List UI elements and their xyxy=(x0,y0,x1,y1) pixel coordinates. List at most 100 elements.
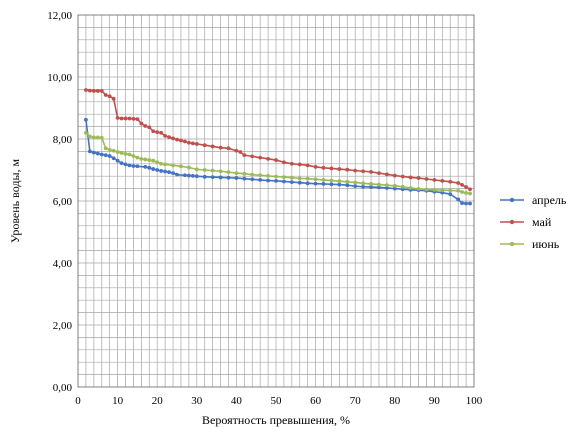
data-point xyxy=(135,117,140,122)
data-point xyxy=(99,135,104,140)
axes: 0 10 20 30 40 50 60 70 80 90 100 0,00 2,00 4,00 6,00 8,… xyxy=(47,10,483,407)
data-point xyxy=(361,181,366,186)
data-point xyxy=(238,150,243,154)
data-point xyxy=(297,162,302,167)
data-point xyxy=(147,165,152,170)
data-point xyxy=(111,148,116,153)
data-point xyxy=(111,96,116,101)
data-point xyxy=(210,168,215,173)
plot-area-frame xyxy=(77,14,475,388)
data-point xyxy=(258,173,263,178)
data-point xyxy=(119,116,124,121)
data-point xyxy=(87,88,92,93)
data-point xyxy=(321,165,326,170)
data-point xyxy=(147,125,152,130)
x-tick-label: 10 xyxy=(112,395,124,407)
data-point xyxy=(242,153,247,158)
y-tick-label: 2,00 xyxy=(53,320,73,332)
data-point xyxy=(159,161,164,166)
data-point xyxy=(329,166,334,171)
data-point xyxy=(107,94,112,99)
data-point xyxy=(416,176,421,180)
data-point xyxy=(151,167,156,171)
legend-label: май xyxy=(532,215,552,229)
data-point xyxy=(99,152,104,157)
data-point xyxy=(384,183,389,188)
data-point xyxy=(95,151,100,156)
data-point xyxy=(345,183,350,188)
data-point xyxy=(432,178,437,182)
data-point xyxy=(392,186,397,191)
x-tick-label: 90 xyxy=(429,395,441,407)
data-point xyxy=(242,176,247,181)
data-point xyxy=(115,116,120,120)
data-point xyxy=(464,191,468,195)
x-tick-label: 80 xyxy=(389,395,401,407)
data-point xyxy=(159,130,164,135)
data-point xyxy=(274,158,278,162)
data-point xyxy=(202,174,207,179)
x-tick-label: 70 xyxy=(350,395,362,407)
data-point xyxy=(226,175,231,180)
data-point xyxy=(305,163,310,168)
data-point xyxy=(258,155,263,160)
data-point xyxy=(258,178,263,182)
data-point xyxy=(171,136,175,141)
data-point xyxy=(139,156,144,161)
data-point xyxy=(226,146,231,151)
data-point xyxy=(460,182,465,187)
data-point xyxy=(107,147,112,152)
data-point xyxy=(468,201,472,206)
data-point xyxy=(460,201,465,206)
data-point xyxy=(369,185,373,189)
x-tick-label: 20 xyxy=(152,395,164,407)
y-axis-title: Уровень воды, м xyxy=(8,158,22,243)
data-point xyxy=(250,172,255,177)
data-point xyxy=(392,183,397,188)
data-point xyxy=(297,176,302,181)
data-point xyxy=(155,168,160,172)
data-point xyxy=(377,185,381,190)
data-point xyxy=(123,116,128,121)
data-point xyxy=(87,134,92,139)
data-point xyxy=(353,180,358,185)
data-point xyxy=(95,89,100,93)
series-2 xyxy=(84,88,472,192)
data-point xyxy=(202,168,207,172)
data-point xyxy=(282,179,286,184)
data-point xyxy=(345,179,350,184)
data-point xyxy=(468,187,472,192)
data-point xyxy=(186,140,191,145)
legend-label: апрель xyxy=(532,193,567,207)
data-point xyxy=(190,173,195,178)
data-point xyxy=(218,175,223,180)
data-point xyxy=(115,150,120,154)
data-point xyxy=(289,175,294,180)
data-point xyxy=(424,177,429,181)
data-point xyxy=(460,190,465,194)
data-point xyxy=(143,124,148,128)
data-point xyxy=(424,187,429,192)
data-point xyxy=(99,89,104,93)
data-point xyxy=(289,180,294,184)
data-point xyxy=(179,164,183,169)
series-3 xyxy=(84,130,472,196)
data-point xyxy=(175,137,179,142)
data-point xyxy=(456,181,461,185)
legend: апрель май июнь xyxy=(500,193,567,251)
legend-marker xyxy=(509,197,515,203)
data-point xyxy=(274,178,278,183)
data-point xyxy=(361,184,366,189)
data-point xyxy=(163,134,168,138)
data-point xyxy=(103,146,108,151)
data-point xyxy=(123,151,128,156)
data-point xyxy=(266,178,270,183)
data-point xyxy=(329,182,334,187)
data-point xyxy=(377,182,381,187)
data-point xyxy=(194,167,199,172)
data-point xyxy=(250,177,255,182)
data-point xyxy=(297,180,302,185)
y-tick-label: 0,00 xyxy=(53,382,73,394)
data-point xyxy=(151,129,156,134)
